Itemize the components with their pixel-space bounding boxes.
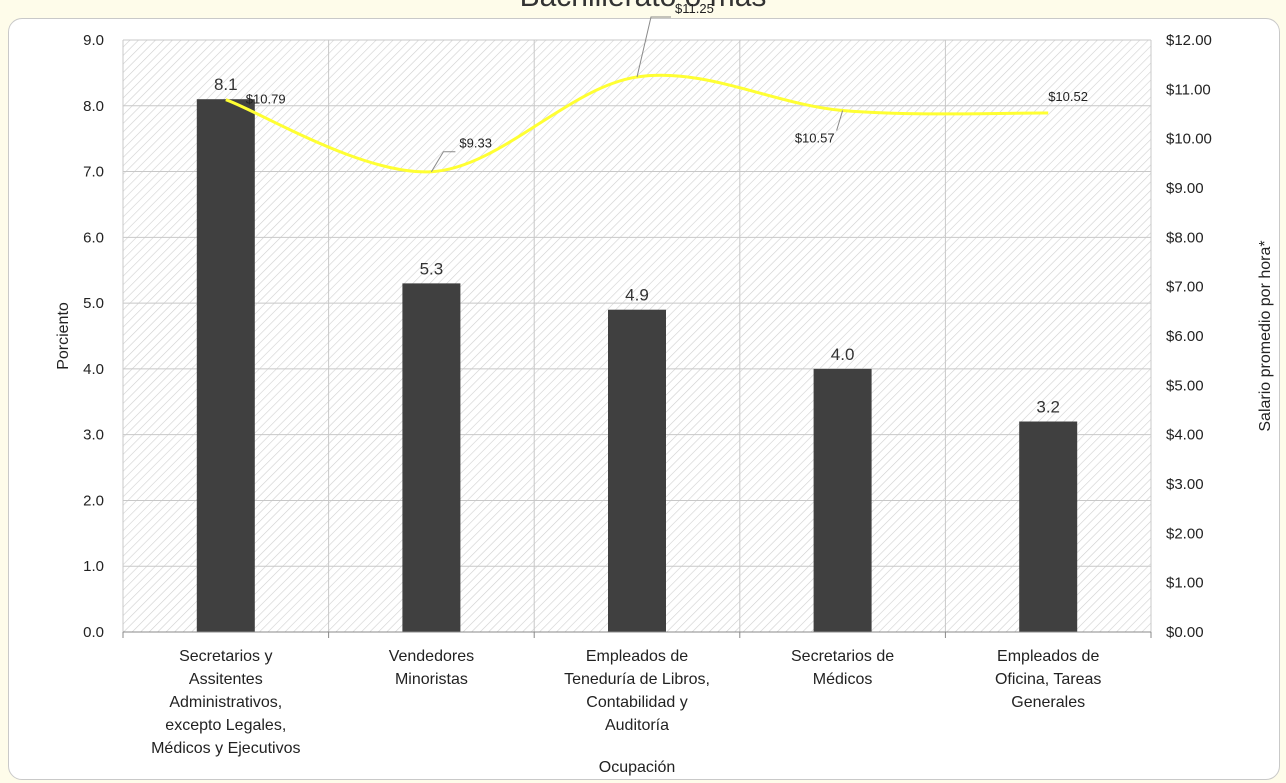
x-category-label: Médicos: [813, 671, 873, 688]
x-category-label: Oficina, Tareas: [995, 671, 1101, 688]
bar: [608, 309, 666, 632]
y2-tick-label: $3.00: [1166, 476, 1204, 493]
y2-tick-label: $5.00: [1166, 377, 1204, 394]
bar: [402, 283, 461, 632]
y2-tick-label: $10.00: [1166, 131, 1212, 148]
x-category-label: Teneduría de Libros,: [564, 671, 710, 688]
salary-line-path: [225, 73, 1049, 174]
bars: 8.1 5.3 4.9 4.0 3.2: [196, 75, 1078, 632]
y2-tick-label: $8.00: [1166, 229, 1204, 246]
y-tick-label: 4.0: [83, 361, 104, 378]
y-tick-label: 2.0: [83, 492, 104, 509]
y2-tick-label: $0.00: [1166, 624, 1204, 641]
y-axis-label: Porciento: [55, 302, 72, 370]
y-tick-label: 0.0: [83, 624, 104, 641]
y2-tick-label: $1.00: [1166, 575, 1204, 592]
y2-tick-label: $9.00: [1166, 180, 1204, 197]
salary-line: $10.79 $9.33 $11.25 $10.57 $10.52: [225, 1, 1088, 174]
bar-data-label: 4.9: [625, 286, 649, 305]
y-tick-label: 8.0: [83, 98, 104, 115]
y2-tick-label: $4.00: [1166, 427, 1204, 444]
bar-data-label: 3.2: [1036, 398, 1060, 417]
line-data-label: $10.57: [795, 131, 835, 146]
x-category-label: Contabilidad y: [586, 694, 687, 711]
x-category-label: Empleados de: [997, 648, 1099, 665]
x-category-label: Secretarios de: [791, 648, 894, 665]
x-category-label: Generales: [1011, 694, 1085, 711]
x-category-label: Secretarios y: [179, 648, 272, 665]
y2-axis-label: Salario promedio por hora*: [1257, 240, 1274, 431]
axes: 0.0 1.0 2.0 3.0 4.0 5.0 6.0 7.0 8.0 9.0 $0.00 $1.00…: [83, 32, 1212, 757]
bar-data-label: 5.3: [420, 259, 444, 278]
line-label-leader: [430, 151, 456, 172]
x-category-label: excepto Legales,: [165, 717, 286, 734]
line-label-leader: [836, 110, 844, 131]
x-axis-label: Ocupación: [599, 759, 676, 776]
y-tick-label: 1.0: [83, 558, 104, 575]
y2-tick-label: $6.00: [1166, 328, 1204, 345]
x-category-label: Assitentes: [189, 671, 263, 688]
bar: [813, 368, 872, 632]
y-tick-label: 7.0: [83, 164, 104, 181]
bar: [196, 99, 255, 632]
x-category-label: Vendedores: [389, 648, 474, 665]
y-tick-label: 3.0: [83, 427, 104, 444]
y2-tick-label: $7.00: [1166, 279, 1204, 296]
y2-tick-label: $2.00: [1166, 525, 1204, 542]
bar-data-label: 8.1: [214, 75, 238, 94]
line-data-label: $9.33: [459, 136, 492, 151]
line-data-label: $10.79: [246, 92, 286, 107]
bar-data-label: 4.0: [831, 345, 855, 364]
bar: [1019, 421, 1078, 632]
y2-tick-label: $12.00: [1166, 32, 1212, 49]
y-tick-label: 5.0: [83, 295, 104, 312]
x-category-label: Auditoría: [605, 717, 669, 734]
line-data-label: $11.25: [675, 1, 714, 16]
chart-title: Bachillerato o más: [0, 0, 1286, 14]
line-data-label: $10.52: [1048, 89, 1088, 104]
x-category-label: Minoristas: [395, 671, 468, 688]
x-category-label: Empleados de: [586, 648, 688, 665]
y-tick-label: 6.0: [83, 229, 104, 246]
x-category-label: Administrativos,: [169, 694, 282, 711]
y2-tick-label: $11.00: [1166, 81, 1211, 98]
y-tick-label: 9.0: [83, 32, 104, 49]
x-category-label: Médicos y Ejecutivos: [151, 740, 300, 757]
line-label-leader: [636, 16, 671, 78]
